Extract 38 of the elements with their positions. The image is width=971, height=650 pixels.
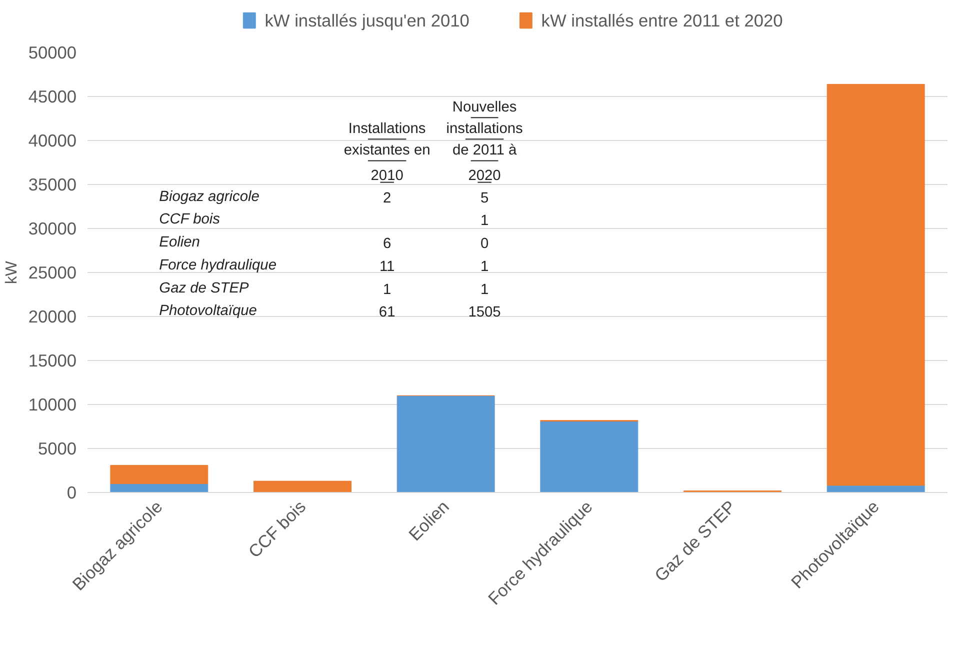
data-label: 61 [378,304,396,321]
y-tick-label: 50000 [28,42,76,62]
category-label: Biogaz agricole [159,188,260,205]
legend-label: kW installés jusqu'en 2010 [264,10,470,30]
bar [254,480,352,492]
data-label: 0 [480,236,489,252]
bar [396,395,495,492]
y-tick-label: 20000 [28,306,76,326]
y-tick-label: 45000 [28,86,76,106]
y-tick-label: 5000 [38,438,77,458]
y-axis-title: kW [3,260,20,284]
data-label: 5 [480,190,489,206]
y-tick-label: 40000 [28,130,76,150]
data-label: 1 [480,258,489,275]
text: Nouvelles installations de 2011 à 2020 [446,99,523,184]
data-label: 11 [379,258,395,275]
category-label: Eolien [159,234,200,251]
data-label: 6 [382,236,392,252]
bar [110,464,208,484]
category-label: CCF bois [159,212,221,228]
y-tick-label: 25000 [28,262,76,282]
category-label: Photovoltaïque [159,303,257,320]
data-label: 2 [382,190,392,206]
y-tick-label: 35000 [28,174,76,194]
y-tick-label: 30000 [28,218,76,238]
category-label: Force hydraulique [159,257,276,274]
legend-label: kW installés entre 2011 et 2020 [541,10,783,30]
category-label: Gaz de STEP [159,280,249,296]
data-label: 1 [382,282,392,298]
y-tick-label: 15000 [28,350,76,370]
y-tick-label: 0 [66,482,77,502]
data-label: 1 [480,213,489,230]
bar [826,84,925,486]
data-label: 1 [480,282,489,298]
legend-label: Installations existantes en 2010 [344,120,430,184]
y-tick-label: 10000 [28,394,76,414]
data-label: 1505 [468,304,501,321]
bar [540,420,638,492]
